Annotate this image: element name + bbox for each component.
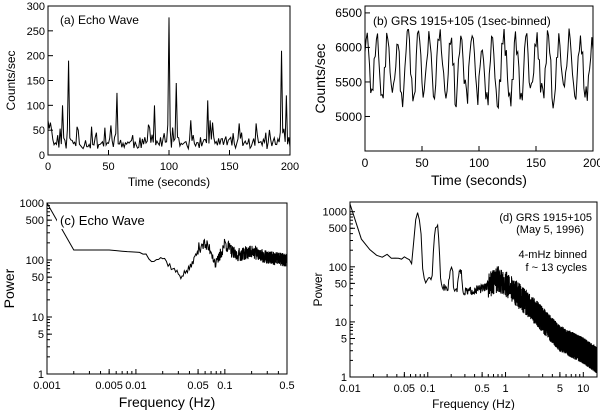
series-line-d bbox=[350, 203, 597, 374]
y-tick-label-a-4: 200 bbox=[27, 51, 45, 63]
y-tick-label-c-3: 50 bbox=[32, 272, 44, 284]
y-tick-label-a-3: 150 bbox=[27, 75, 45, 87]
y-tick-label-a-2: 100 bbox=[27, 100, 45, 112]
y-tick-label-a-6: 300 bbox=[27, 1, 45, 13]
plot-frame-d bbox=[349, 201, 598, 378]
y-tick-label-a-5: 250 bbox=[27, 26, 45, 38]
x-tick-label-c-4: 0.1 bbox=[217, 380, 232, 392]
x-tick-label-b-1: 50 bbox=[415, 156, 429, 170]
y-tick-label-d-2: 10 bbox=[335, 317, 347, 329]
y-tick-label-d-4: 100 bbox=[329, 262, 347, 274]
x-tick-label-a-2: 100 bbox=[160, 161, 178, 173]
panel-c: 0.001 0.005 0.01 0.05 0.1 0.5 1 5 10 50 100 500 1000… bbox=[1, 198, 295, 410]
y-tick-label-d-0: 1 bbox=[341, 372, 347, 384]
x-axis-label-b: Time (seconds) bbox=[431, 172, 527, 188]
x-tick-label-c-2: 0.01 bbox=[125, 380, 146, 392]
y-tick-label-d-1: 5 bbox=[341, 333, 347, 345]
x-axis-label-c: Frequency (Hz) bbox=[119, 394, 215, 410]
y-tick-label-c-0: 1 bbox=[38, 369, 44, 381]
y-tick-label-c-4: 100 bbox=[26, 255, 44, 267]
y-axis-label-c: Power bbox=[1, 268, 17, 308]
x-axis-label-a: Time (seconds) bbox=[128, 175, 210, 189]
x-tick-label-a-0: 0 bbox=[45, 161, 51, 173]
y-tick-label-a-1: 50 bbox=[33, 125, 45, 137]
y-tick-label-d-3: 50 bbox=[335, 278, 347, 290]
x-axis-label-d: Frequency (Hz) bbox=[432, 397, 515, 410]
y-axis-label-d: Power bbox=[311, 272, 325, 306]
plot-frame-c bbox=[46, 202, 288, 375]
title-backdrop-a bbox=[57, 12, 142, 28]
y-tick-label-b-3: 6500 bbox=[335, 6, 362, 20]
panel-a: 0 50 100 150 200 0 50 100 150 200 250 300 Time (seco… bbox=[4, 1, 299, 189]
x-tick-label-a-4: 200 bbox=[281, 161, 299, 173]
panel-b: 0 50 100 150 200 5000 5500 6000 6500 Time (second… bbox=[312, 5, 600, 188]
title-backdrop-c bbox=[57, 212, 148, 229]
chart-subtitle-d: (May 5, 1996) bbox=[516, 224, 584, 236]
y-tick-label-b-0: 5000 bbox=[335, 110, 362, 124]
x-tick-label-c-1: 0.005 bbox=[95, 380, 123, 392]
y-tick-label-c-1: 5 bbox=[38, 329, 44, 341]
x-tick-label-c-5: 0.5 bbox=[279, 380, 294, 392]
x-tick-label-d-3: 0.5 bbox=[474, 383, 489, 395]
title-backdrop-b bbox=[370, 13, 554, 29]
panel-d: 0.01 0.05 0.1 0.5 1 5 101510501005001000Freque… bbox=[311, 201, 598, 410]
y-axis-label-a: Counts/sec bbox=[4, 50, 18, 110]
y-tick-label-b-1: 5500 bbox=[335, 75, 362, 89]
chart-title-d: (d) GRS 1915+105 bbox=[499, 212, 592, 224]
y-tick-label-d-5: 500 bbox=[329, 223, 347, 235]
y-tick-label-c-2: 10 bbox=[32, 312, 44, 324]
y-tick-label-c-6: 1000 bbox=[20, 198, 44, 210]
series-line-c bbox=[47, 203, 287, 281]
x-tick-label-d-1: 0.05 bbox=[394, 383, 415, 395]
x-tick-label-b-3: 150 bbox=[526, 156, 546, 170]
chart-title-b: (b) GRS 1915+105 (1sec-binned) bbox=[373, 14, 551, 28]
x-tick-label-d-4: 1 bbox=[502, 383, 508, 395]
x-tick-label-d-0: 0.01 bbox=[339, 383, 360, 395]
y-tick-label-d-6: 1000 bbox=[323, 207, 347, 219]
series-line-a bbox=[48, 17, 290, 151]
x-tick-label-d-6: 10 bbox=[577, 383, 589, 395]
x-tick-label-c-3: 0.05 bbox=[187, 380, 208, 392]
x-tick-label-a-3: 150 bbox=[220, 161, 238, 173]
x-tick-label-c-0: 0.001 bbox=[33, 380, 61, 392]
y-tick-label-b-2: 6000 bbox=[335, 41, 362, 55]
y-tick-label-c-5: 500 bbox=[26, 215, 44, 227]
annotation-d-1: f ~ 13 cycles bbox=[526, 262, 588, 274]
chart-title-c: (c) Echo Wave bbox=[60, 213, 145, 228]
y-axis-label-b: Counts/sec bbox=[312, 43, 328, 113]
series-line-b bbox=[365, 27, 593, 110]
chart-title-a: (a) Echo Wave bbox=[60, 13, 139, 27]
x-tick-label-a-1: 50 bbox=[102, 161, 114, 173]
annotation-d-0: 4-mHz binned bbox=[519, 249, 587, 261]
x-tick-label-d-5: 5 bbox=[557, 383, 563, 395]
x-tick-label-b-0: 0 bbox=[362, 156, 369, 170]
x-tick-label-b-4: 200 bbox=[583, 156, 600, 170]
x-tick-label-d-2: 0.1 bbox=[420, 383, 435, 395]
y-tick-label-a-0: 0 bbox=[39, 150, 45, 162]
x-tick-label-b-2: 100 bbox=[469, 156, 489, 170]
